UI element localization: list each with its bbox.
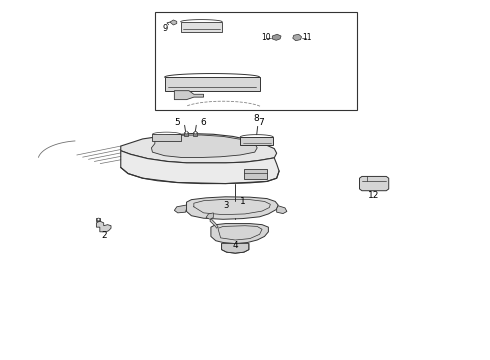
Polygon shape [360,176,389,191]
Polygon shape [206,213,213,219]
Polygon shape [97,217,100,221]
Polygon shape [210,219,218,228]
Polygon shape [121,134,277,163]
Text: 8: 8 [253,114,259,123]
Polygon shape [174,205,187,213]
Polygon shape [211,224,269,244]
Polygon shape [181,22,222,32]
Polygon shape [187,197,278,219]
Polygon shape [277,206,287,213]
Text: 3: 3 [223,201,228,210]
Text: 2: 2 [101,231,106,240]
Polygon shape [240,137,273,145]
Text: 5: 5 [174,118,180,127]
Text: 4: 4 [232,241,238,250]
Text: 9: 9 [163,24,168,33]
Text: 11: 11 [303,33,312,42]
Polygon shape [293,34,301,41]
Polygon shape [121,151,279,184]
Bar [155,12,357,111]
Text: 12: 12 [368,190,380,199]
Polygon shape [170,20,177,25]
Polygon shape [272,34,281,40]
Polygon shape [165,77,260,91]
Text: 1: 1 [240,197,246,206]
Polygon shape [97,221,111,232]
Polygon shape [152,134,181,141]
Polygon shape [151,135,257,157]
Text: 7: 7 [259,118,265,127]
Polygon shape [221,244,249,253]
Polygon shape [174,91,203,100]
Text: 6: 6 [200,118,206,127]
Text: 10: 10 [262,33,271,42]
Polygon shape [244,168,268,179]
